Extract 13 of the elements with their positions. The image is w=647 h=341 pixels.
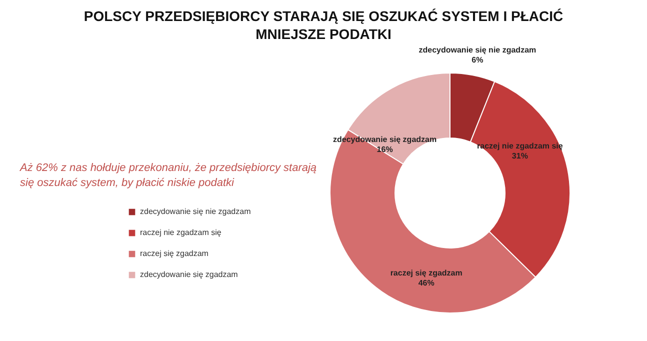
slice-label: raczej się zgadzam (390, 268, 462, 278)
data-label: 16% (376, 145, 393, 154)
legend-label: raczej się zgadzam (140, 249, 209, 258)
legend-label: zdecydowanie się nie zgadzam (140, 207, 252, 216)
data-label: 46% (418, 278, 434, 288)
slice-label: zdecydowanie się nie zgadzam (418, 46, 536, 55)
chart-title: POLSCY PRZEDSIĘBIORCY STARAJĄ SIĘ OSZUKAĆ SYSTEM I PŁACIĆ MNIEJSZE PODATKI (84, 8, 564, 42)
text: Aż 62% z nas hołduje przekonaniu, że przedsiębiorcy starają się oszukać system, by płacić niskie podatki (19, 162, 317, 189)
data-label: 6% (472, 56, 484, 65)
legend-label: raczej nie zgadzam się (140, 228, 222, 237)
legend-label: zdecydowanie się zgadzam (140, 270, 238, 279)
slice-label: zdecydowanie się zgadzam (333, 135, 437, 144)
data-label: 31% (512, 151, 528, 160)
